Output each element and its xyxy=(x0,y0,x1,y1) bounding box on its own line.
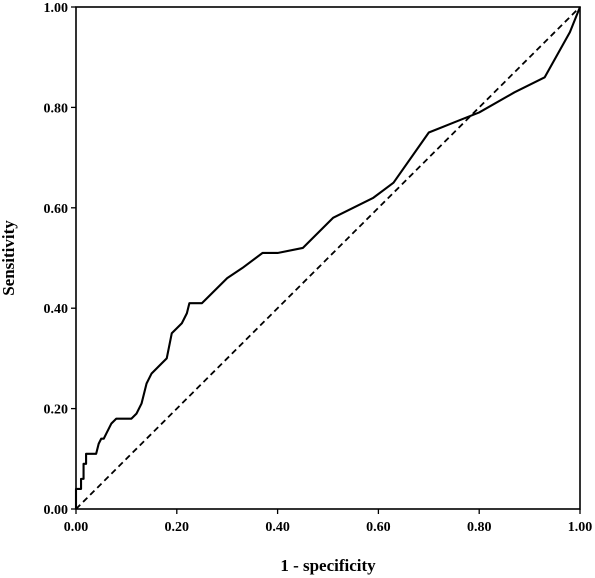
y-tick-label: 0.80 xyxy=(44,101,69,116)
x-tick-label: 0.80 xyxy=(467,520,492,535)
x-tick-label: 0.00 xyxy=(64,520,89,535)
y-tick-label: 0.00 xyxy=(44,503,69,518)
x-tick-label: 0.20 xyxy=(165,520,190,535)
y-tick-label: 0.40 xyxy=(44,302,69,317)
plot-border xyxy=(75,6,581,510)
x-tick-label: 1.00 xyxy=(568,520,593,535)
x-tick-label: 0.60 xyxy=(366,520,391,535)
y-tick-label: 0.20 xyxy=(44,403,69,418)
reference-diagonal-line xyxy=(75,6,581,510)
y-tick-label: 1.00 xyxy=(44,1,69,16)
x-axis-title: 1 - specificity xyxy=(280,556,376,575)
x-tick-label: 0.40 xyxy=(265,520,290,535)
y-tick-label: 0.60 xyxy=(44,202,69,217)
y-axis-title: Sensitivity xyxy=(0,220,18,296)
roc-curve-line xyxy=(74,6,581,509)
